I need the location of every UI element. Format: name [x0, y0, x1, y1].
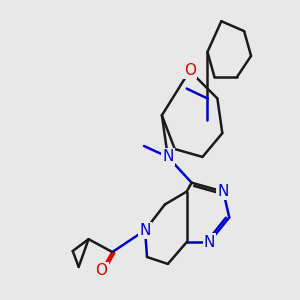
Text: N: N	[140, 223, 151, 238]
Text: N: N	[218, 184, 229, 199]
Text: O: O	[95, 263, 107, 278]
Text: O: O	[184, 63, 196, 78]
Text: N: N	[204, 235, 215, 250]
Text: N: N	[162, 149, 173, 164]
